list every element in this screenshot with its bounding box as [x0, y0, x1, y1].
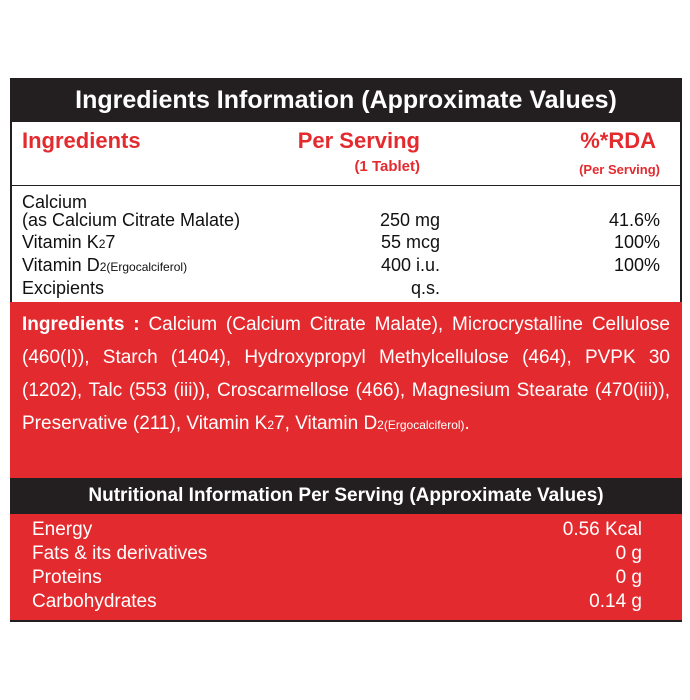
row-name: Vitamin D: [22, 255, 100, 275]
column-subtitle: (Per Serving): [579, 162, 660, 177]
row-name: Calcium: [22, 192, 88, 212]
table-row: Vitamin D2(Ergocalciferol) 400 i.u. 100%: [22, 254, 660, 276]
ingredients-sub: 2: [267, 418, 275, 432]
nutrient-name: Carbohydrates: [32, 591, 157, 612]
row-name-sub: 2(Ergocalciferol): [99, 260, 188, 274]
divider: [10, 185, 682, 186]
header-title: Ingredients Information (Approximate Val…: [10, 78, 682, 122]
nutrition-row: Energy 0.56 Kcal: [32, 518, 642, 542]
nutrition-row: Proteins 0 g: [32, 566, 642, 590]
column-title: Per Serving: [297, 128, 420, 153]
row-rda: 100%: [613, 255, 660, 275]
column-title: %*RDA: [580, 128, 656, 153]
table-row: (as Calcium Citrate Malate) 250 mg 41.6%: [22, 209, 660, 231]
ingredients-label: Ingredients :: [22, 314, 140, 335]
nutrition-row: Fats & its derivatives 0 g: [32, 542, 642, 566]
ingredients-block: Ingredients : Calcium (Calcium Citrate M…: [10, 302, 682, 482]
nutrient-name: Proteins: [32, 567, 102, 588]
nutrition-block: Energy 0.56 Kcal Fats & its derivatives 0 …: [10, 514, 682, 620]
table-row: Calcium: [22, 191, 660, 213]
row-rda: 100%: [613, 232, 660, 252]
column-subtitle: (1 Tablet): [354, 158, 420, 175]
row-name-sub: 2: [98, 237, 106, 251]
nutrient-name: Energy: [32, 519, 93, 540]
ingredients-text: .: [464, 413, 470, 434]
nutrient-value: 0 g: [615, 543, 642, 564]
row-name: Vitamin K: [22, 232, 99, 252]
nutrition-row: Carbohydrates 0.14 g: [32, 590, 642, 614]
row-name: Excipients: [22, 278, 105, 298]
row-amount: 55 mcg: [380, 232, 440, 252]
table-row: Vitamin K27 55 mcg 100%: [22, 231, 660, 253]
nutrient-value: 0.56 Kcal: [562, 519, 642, 540]
nutrient-value: 0.14 g: [589, 591, 642, 612]
row-name-after: 7: [105, 232, 116, 252]
column-title: Ingredients: [22, 128, 141, 153]
table-row: Excipients q.s.: [22, 277, 660, 299]
ingredients-sub: 2(Ergocalciferol): [377, 418, 465, 432]
nutrition-title: Nutritional Information Per Serving (App…: [10, 478, 682, 514]
nutrient-name: Fats & its derivatives: [32, 543, 208, 564]
row-amount: q.s.: [410, 278, 440, 298]
ingredients-text: Calcium (Calcium Citrate Malate), Microc…: [22, 314, 670, 434]
row-amount: 250 mg: [379, 210, 440, 230]
ingredients-text: 7, Vitamin D: [274, 413, 378, 434]
row-amount: 400 i.u.: [380, 255, 440, 275]
row-name: (as Calcium Citrate Malate): [22, 210, 241, 230]
row-rda: 41.6%: [608, 210, 660, 230]
nutrient-value: 0 g: [615, 567, 642, 588]
